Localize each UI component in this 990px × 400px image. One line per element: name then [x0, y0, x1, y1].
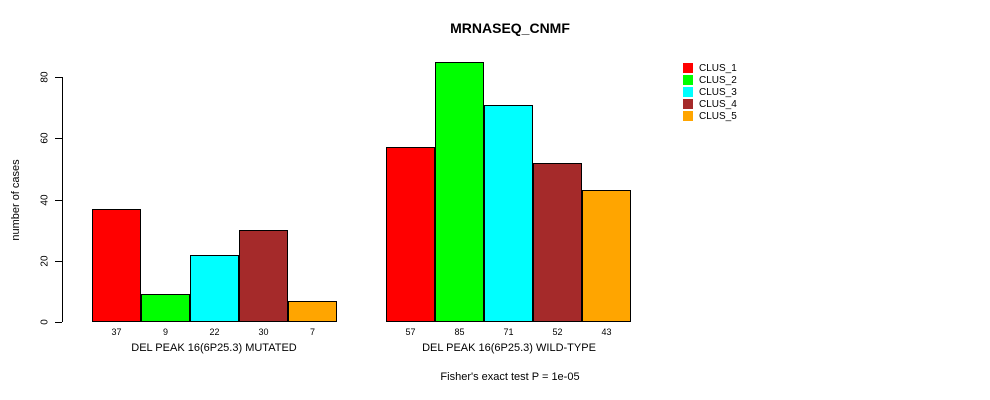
legend: CLUS_1 CLUS_2 CLUS_3 CLUS_4 CLUS_5 [683, 62, 737, 122]
bar-value-label: 52 [552, 327, 563, 337]
y-axis-tick [55, 322, 62, 323]
legend-label: CLUS_1 [699, 62, 737, 74]
chart-title: MRNASEQ_CNMF [450, 20, 570, 36]
bar-value-label: 43 [601, 327, 612, 337]
y-axis-tick-label: 60 [39, 132, 51, 144]
legend-item-clus_1: CLUS_1 [683, 62, 737, 74]
y-axis-line [62, 77, 63, 322]
bar-value-label: 22 [209, 327, 220, 337]
bar-clus_2-group1 [141, 294, 190, 322]
y-axis-tick [55, 199, 62, 201]
legend-item-clus_4: CLUS_4 [683, 98, 737, 110]
y-axis-tick-label: 40 [39, 193, 51, 206]
legend-label: CLUS_2 [699, 74, 737, 86]
legend-swatch-icon [683, 99, 693, 109]
bar-value-label: 37 [111, 327, 122, 337]
y-axis-tick-label: 20 [39, 255, 51, 267]
bar-value-label: 9 [162, 327, 169, 337]
y-axis-tick [55, 138, 62, 140]
y-axis-tick [55, 260, 62, 262]
bar-clus_1-group2 [386, 147, 435, 322]
bar-clus_2-group2 [435, 61, 484, 322]
bar-clus_5-group2 [582, 190, 631, 322]
bar-value-label: 71 [503, 327, 514, 337]
legend-item-clus_5: CLUS_5 [683, 110, 737, 122]
bar-clus_3-group2 [484, 104, 533, 322]
legend-swatch-icon [683, 111, 693, 121]
legend-label: CLUS_5 [699, 110, 737, 122]
bar-value-label: 57 [405, 327, 416, 337]
legend-swatch-icon [683, 75, 693, 85]
y-axis-label: number of cases [10, 159, 22, 241]
legend-swatch-icon [683, 63, 693, 73]
bar-clus_4-group1 [239, 230, 288, 322]
legend-swatch-icon [683, 87, 693, 97]
legend-label: CLUS_4 [699, 98, 737, 110]
y-axis-tick-label: 0 [39, 319, 51, 325]
y-axis-tick-label: 80 [39, 71, 51, 83]
bar-value-label: 85 [454, 327, 465, 337]
bar-clus_4-group2 [533, 162, 582, 322]
bar-clus_5-group1 [288, 300, 337, 322]
legend-label: CLUS_3 [699, 86, 737, 98]
bar-value-label: 30 [258, 327, 269, 337]
bar-value-label: 7 [309, 327, 316, 337]
bar-clus_1-group1 [92, 208, 141, 322]
y-axis-tick [55, 77, 62, 78]
fisher-test-annotation: Fisher's exact test P = 1e-05 [440, 371, 580, 383]
bar-clus_3-group1 [190, 254, 239, 322]
group-label-mutated: DEL PEAK 16(6P25.3) MUTATED [131, 342, 297, 354]
group-label-wild-type: DEL PEAK 16(6P25.3) WILD-TYPE [422, 342, 596, 354]
legend-item-clus_3: CLUS_3 [683, 86, 737, 98]
legend-item-clus_2: CLUS_2 [683, 74, 737, 86]
